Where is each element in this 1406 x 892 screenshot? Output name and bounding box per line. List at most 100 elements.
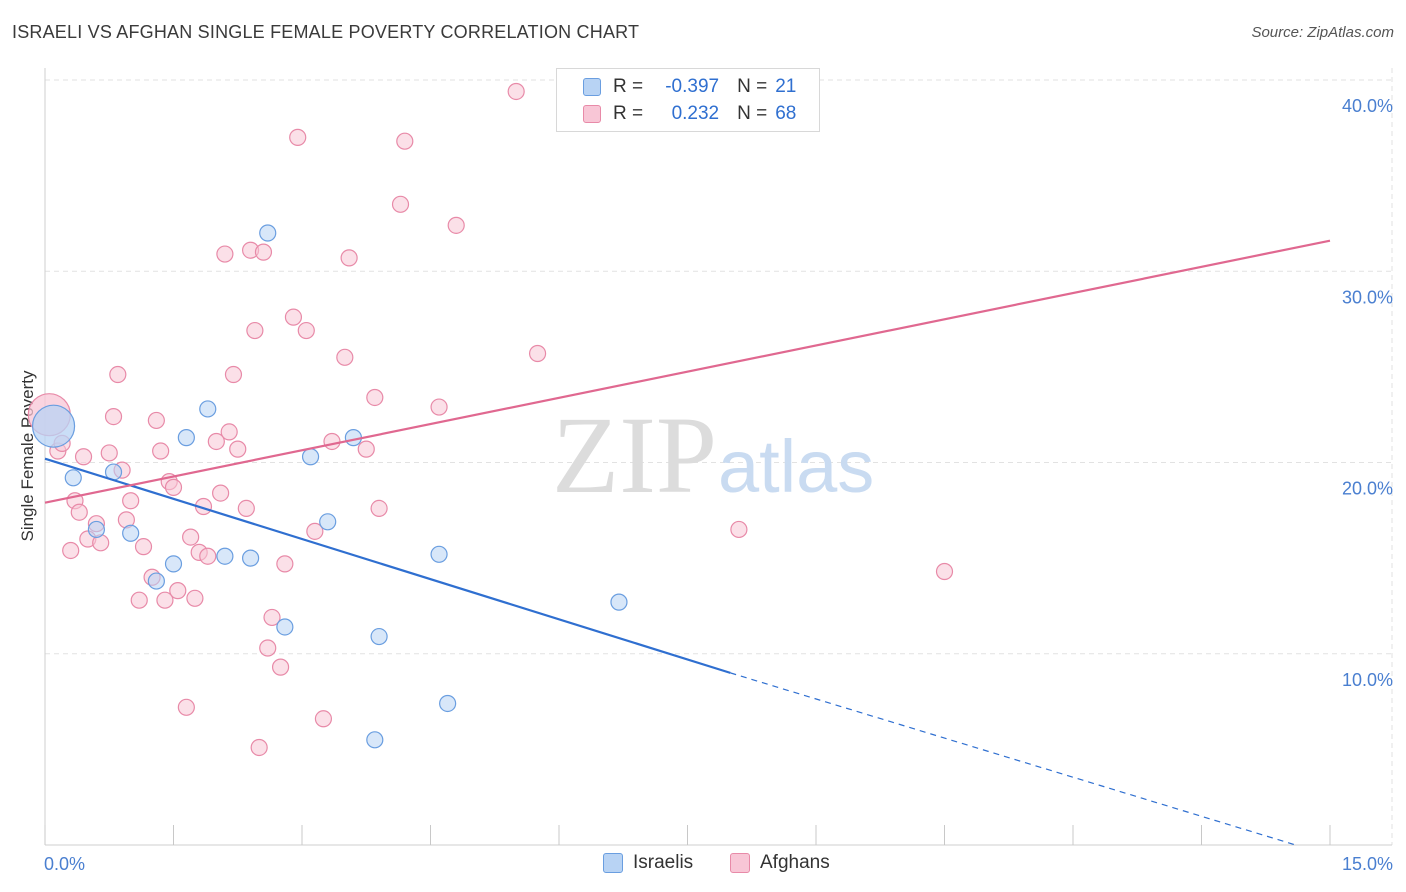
israeli-point — [177, 429, 195, 447]
israeli-point — [366, 731, 384, 749]
afghan-point — [370, 499, 388, 517]
watermark: ZIP atlas — [552, 394, 874, 516]
israeli-point — [439, 694, 457, 713]
r-value: 0.232 — [671, 103, 720, 124]
afghan-point — [314, 710, 333, 728]
r-value: -0.397 — [665, 76, 720, 97]
y-tick-label: 40.0% — [1342, 96, 1393, 116]
afghan-point — [730, 520, 748, 539]
y-tick-label: 10.0% — [1342, 670, 1393, 690]
afghan-point — [216, 245, 234, 263]
x-tick-label: 15.0% — [1342, 854, 1393, 874]
afghan-point — [246, 321, 264, 340]
y-tick-label: 20.0% — [1342, 479, 1393, 499]
afghan-point — [250, 738, 268, 757]
israelis-legend-swatch — [603, 853, 623, 873]
israeli-point — [122, 524, 140, 542]
tick-labels: 10.0% 20.0% 30.0% 40.0% 0.0% 15.0% — [44, 96, 1393, 874]
afghan-point — [276, 555, 294, 573]
israeli-point — [199, 400, 217, 418]
afghan-point — [100, 444, 118, 462]
afghan-point — [396, 132, 414, 150]
afghan-point — [70, 503, 88, 521]
afghan-point — [528, 344, 547, 363]
afghan-point — [254, 243, 273, 261]
chart-title: ISRAELI VS AFGHAN SINGLE FEMALE POVERTY … — [12, 22, 640, 42]
afghan-point — [104, 408, 123, 426]
israeli-point — [242, 549, 260, 567]
israeli-point — [430, 545, 448, 563]
israelis-trend-line — [44, 457, 731, 674]
afghan-point — [186, 589, 204, 607]
legend-row-afghans: R = 0.232 N = 68 — [583, 101, 796, 127]
trend-lines — [44, 239, 1331, 846]
israeli-point — [64, 469, 82, 487]
afghan-point — [323, 432, 341, 451]
israeli-point — [259, 224, 277, 242]
afghan-point — [391, 195, 410, 213]
correlation-legend: R = -0.397 N = 21 R = 0.232 N = 68 — [556, 68, 820, 132]
afghan-point — [306, 522, 324, 540]
afghan-point — [271, 658, 290, 676]
israelis-trend-extension — [730, 672, 1296, 846]
afghan-point — [263, 608, 281, 627]
legend-row-israelis: R = -0.397 N = 21 — [583, 74, 796, 100]
afghan-point — [207, 432, 225, 451]
afghan-point — [147, 411, 165, 430]
series-legend: Israelis Afghans — [0, 852, 1406, 878]
source-label: Source: ZipAtlas.com — [1251, 24, 1394, 41]
israeli-point — [216, 547, 234, 565]
legend-label-afghans: Afghans — [760, 852, 830, 873]
afghan-point — [169, 582, 187, 600]
afghan-point — [430, 398, 448, 416]
israeli-point — [610, 593, 628, 611]
israelis-swatch — [583, 78, 601, 96]
afghan-point — [182, 528, 200, 546]
afghan-point — [229, 440, 247, 458]
afghan-point — [297, 321, 315, 340]
afghan-point — [74, 448, 93, 466]
afghan-point — [199, 547, 217, 565]
legend-label-israelis: Israelis — [633, 852, 694, 873]
israeli-point — [87, 520, 106, 539]
afghan-point — [156, 591, 174, 609]
afghan-point — [212, 484, 230, 502]
afghan-point — [220, 423, 238, 441]
afghan-point — [237, 499, 255, 517]
afghan-point — [366, 388, 384, 407]
afghan-point — [164, 478, 183, 496]
afghan-point — [109, 365, 127, 384]
afghan-point — [134, 538, 153, 556]
israeli-point — [164, 555, 183, 573]
israeli-point — [31, 404, 76, 448]
afghan-point — [177, 698, 195, 716]
afghan-point — [289, 128, 307, 146]
legend-item-israelis: Israelis — [603, 852, 693, 874]
israeli-point — [301, 448, 320, 466]
israeli-point — [276, 618, 294, 636]
afghan-point — [152, 442, 170, 460]
afghan-point — [357, 440, 375, 458]
afghan-point — [122, 492, 140, 510]
r-label: R = — [613, 76, 644, 97]
axes — [44, 68, 1392, 846]
afghan-point — [507, 82, 525, 101]
afghans-legend-swatch — [730, 853, 750, 873]
afghan-point — [447, 216, 465, 234]
afghan-point — [336, 348, 354, 366]
afghan-point — [340, 249, 358, 267]
afghan-point — [130, 591, 148, 609]
israeli-point — [370, 627, 388, 646]
y-tick-label: 30.0% — [1342, 287, 1393, 307]
x-tick-label: 0.0% — [44, 854, 85, 874]
r-label: R = — [613, 103, 644, 124]
data-points — [27, 82, 954, 757]
israeli-point — [319, 513, 337, 531]
grid-lines — [45, 68, 1393, 845]
legend-item-afghans: Afghans — [730, 852, 830, 874]
afghan-point — [259, 639, 277, 657]
watermark-zip: ZIP — [552, 394, 717, 516]
afghans-trend-line — [44, 239, 1331, 504]
afghan-point — [224, 365, 243, 384]
